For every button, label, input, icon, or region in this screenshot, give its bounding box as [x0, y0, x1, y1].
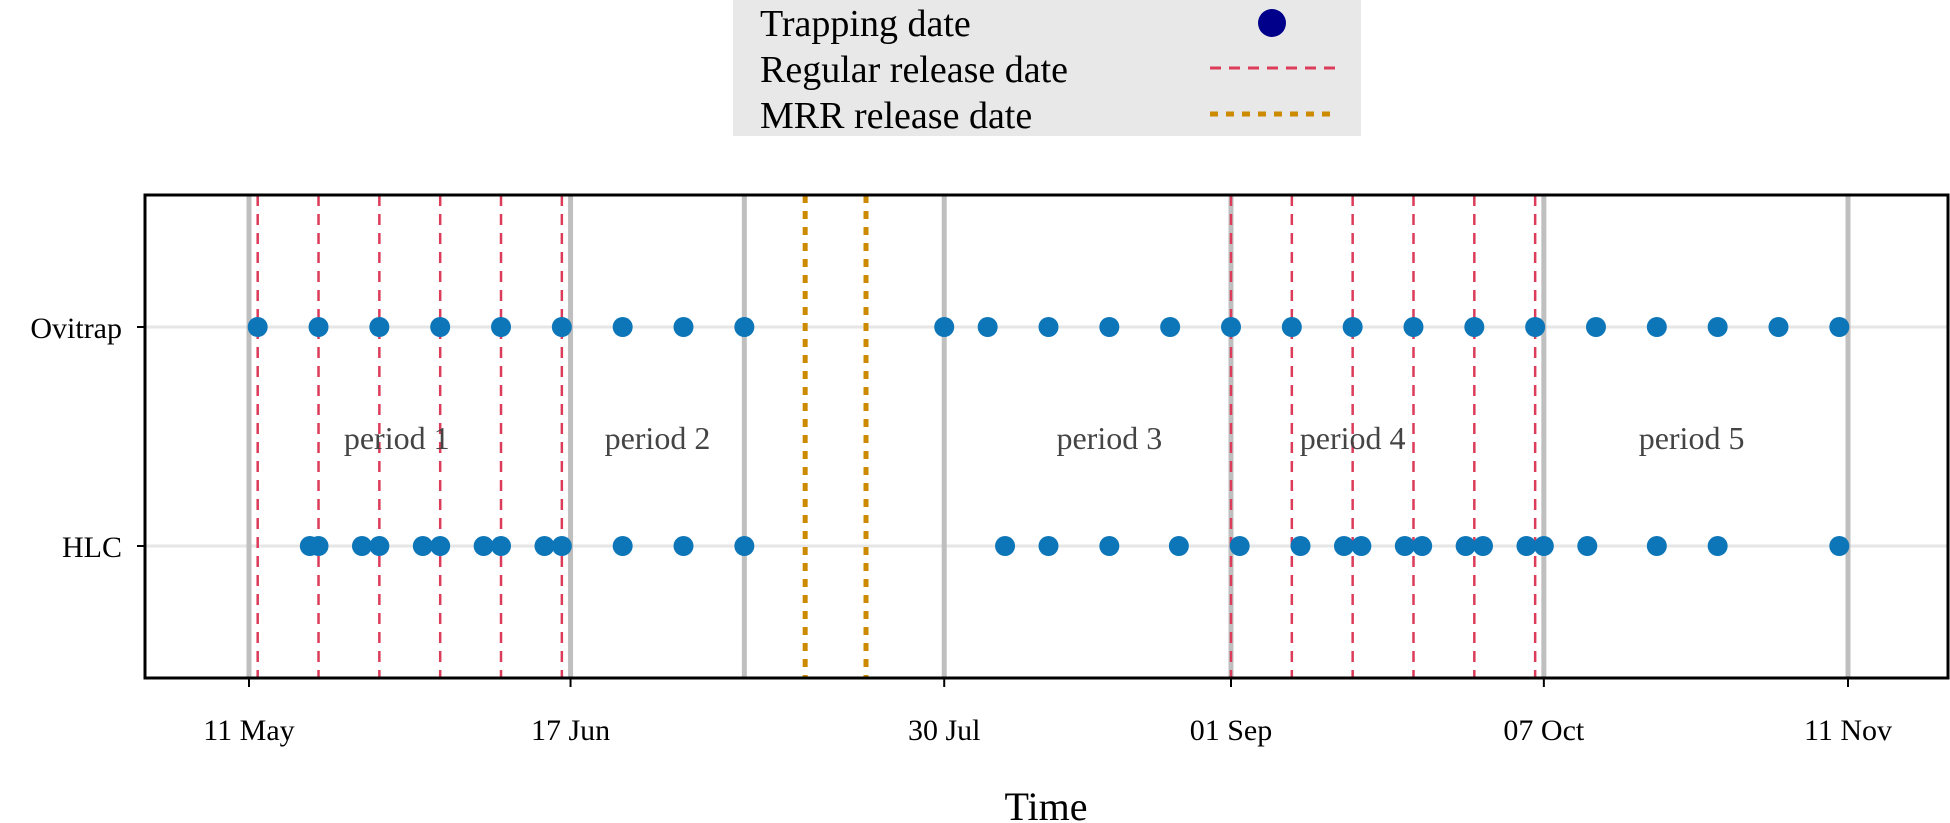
point-ovitrap-10 — [977, 317, 998, 337]
point-hlc-18 — [1290, 536, 1311, 556]
point-hlc-6 — [473, 536, 494, 556]
point-ovitrap-2 — [369, 317, 390, 337]
point-ovitrap-4 — [491, 317, 512, 337]
point-hlc-16 — [1168, 536, 1189, 556]
point-hlc-12 — [734, 536, 755, 556]
point-hlc-25 — [1516, 536, 1537, 556]
point-ovitrap-21 — [1646, 317, 1667, 337]
point-hlc-1 — [308, 536, 329, 556]
point-ovitrap-12 — [1099, 317, 1120, 337]
point-hlc-22 — [1412, 536, 1433, 556]
point-hlc-11 — [673, 536, 694, 556]
point-hlc-28 — [1646, 536, 1667, 556]
period-label-3: period 3 — [1056, 420, 1162, 456]
legend-label-regular: Regular release date — [760, 49, 1068, 91]
point-ovitrap-11 — [1038, 317, 1059, 337]
period-labels: period 1 period 2 period 3 period 4 period 5 — [344, 420, 1745, 456]
plot-border — [143, 193, 1950, 680]
period-label-1: period 1 — [344, 420, 450, 456]
point-ovitrap-15 — [1281, 317, 1302, 337]
y-label-hlc: HLC — [62, 531, 122, 564]
x-tick-label-3: 01 Sep — [1190, 714, 1273, 747]
period-boundaries — [246, 195, 1851, 678]
point-hlc-24 — [1473, 536, 1494, 556]
point-hlc-10 — [612, 536, 633, 556]
point-ovitrap-6 — [612, 317, 633, 337]
legend-key-trapping — [1258, 9, 1286, 37]
point-hlc-4 — [412, 536, 433, 556]
point-hlc-26 — [1533, 536, 1554, 556]
x-tick-label-5: 11 Nov — [1804, 714, 1892, 747]
point-ovitrap-20 — [1585, 317, 1606, 337]
point-hlc-8 — [534, 536, 555, 556]
legend-label-mrr: MRR release date — [760, 95, 1032, 137]
point-ovitrap-19 — [1525, 317, 1546, 337]
plot-area: period 1 period 2 period 3 period 4 period 5 — [143, 193, 1950, 680]
point-ovitrap-13 — [1160, 317, 1181, 337]
point-ovitrap-23 — [1768, 317, 1789, 337]
point-ovitrap-16 — [1342, 317, 1363, 337]
point-ovitrap-17 — [1403, 317, 1424, 337]
point-hlc-2 — [351, 536, 372, 556]
point-hlc-14 — [1038, 536, 1059, 556]
period-label-2: period 2 — [605, 420, 711, 456]
mrr-release-lines — [802, 195, 869, 678]
point-ovitrap-9 — [934, 317, 955, 337]
regular-release-lines — [256, 195, 1537, 678]
point-hlc-20 — [1351, 536, 1372, 556]
legend-label-trapping: Trapping date — [760, 3, 971, 45]
point-hlc-13 — [995, 536, 1016, 556]
point-hlc-7 — [491, 536, 512, 556]
point-hlc-29 — [1707, 536, 1728, 556]
x-axis: 11 May 17 Jun 30 Jul 01 Sep 07 Oct 11 Nov — [203, 678, 1892, 747]
point-hlc-21 — [1394, 536, 1415, 556]
point-ovitrap-3 — [430, 317, 451, 337]
point-ovitrap-14 — [1220, 317, 1241, 337]
point-ovitrap-1 — [308, 317, 329, 337]
point-hlc-30 — [1829, 536, 1850, 556]
x-tick-label-0: 11 May — [203, 714, 294, 747]
point-ovitrap-8 — [734, 317, 755, 337]
period-label-4: period 4 — [1300, 420, 1406, 456]
period-label-5: period 5 — [1639, 420, 1745, 456]
point-hlc-3 — [369, 536, 390, 556]
point-hlc-5 — [430, 536, 451, 556]
point-ovitrap-24 — [1829, 317, 1850, 337]
point-ovitrap-0 — [247, 317, 268, 337]
point-ovitrap-5 — [551, 317, 572, 337]
point-hlc-9 — [551, 536, 572, 556]
point-hlc-19 — [1333, 536, 1354, 556]
y-label-ovitrap: Ovitrap — [30, 312, 122, 345]
trapping-points — [247, 317, 1850, 556]
point-hlc-17 — [1229, 536, 1250, 556]
point-ovitrap-18 — [1464, 317, 1485, 337]
x-axis-title: Time — [1004, 784, 1087, 823]
x-tick-label-2: 30 Jul — [908, 714, 981, 747]
x-tick-label-4: 07 Oct — [1503, 714, 1584, 747]
legend: Trapping date Regular release date MRR r… — [733, 0, 1361, 137]
point-ovitrap-7 — [673, 317, 694, 337]
point-hlc-23 — [1455, 536, 1476, 556]
point-hlc-27 — [1577, 536, 1598, 556]
point-hlc-15 — [1099, 536, 1120, 556]
x-tick-label-1: 17 Jun — [531, 714, 610, 747]
point-ovitrap-22 — [1707, 317, 1728, 337]
y-axis: Ovitrap HLC — [30, 312, 145, 564]
